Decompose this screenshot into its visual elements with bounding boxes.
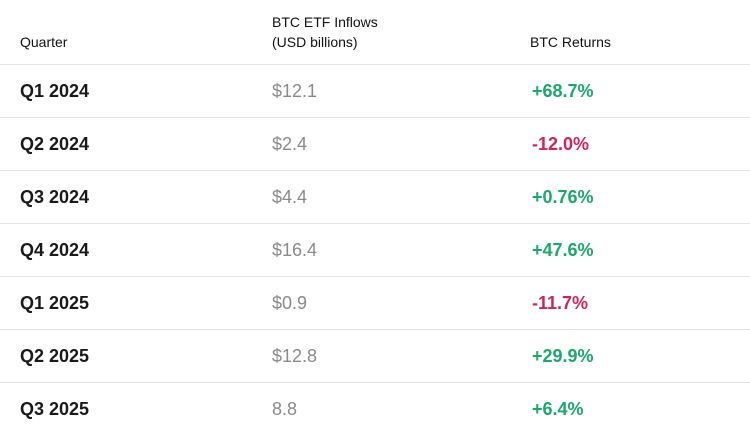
header-text: BTC ETF Inflows (USD billions) — [272, 14, 378, 50]
returns-cell: +68.7% — [530, 64, 750, 118]
quarter-cell: Q3 2024 — [0, 170, 272, 224]
inflows-cell: $0.9 — [272, 276, 530, 330]
table-header: Quarter BTC ETF Inflows (USD billions) B… — [0, 0, 750, 65]
returns-cell: -12.0% — [530, 117, 750, 171]
quarter-cell: Q2 2025 — [0, 329, 272, 383]
returns-cell: +29.9% — [530, 329, 750, 383]
quarter-cell: Q1 2025 — [0, 276, 272, 330]
table-row: Q3 2025 8.8 +6.4% — [0, 383, 750, 436]
returns-cell: +6.4% — [532, 398, 584, 419]
inflows-cell: $12.8 — [272, 329, 530, 383]
table-row: Q3 2024 $4.4 +0.76% — [0, 170, 750, 224]
header-row: Quarter BTC ETF Inflows (USD billions) B… — [0, 0, 750, 65]
table-row: Q2 2025 $12.8 +29.9% — [0, 329, 750, 383]
quarter-cell: Q2 2024 — [0, 117, 272, 171]
quarter-cell: Q4 2024 — [0, 223, 272, 277]
quarter-cell: Q3 2025 — [20, 398, 90, 419]
table-row: Q1 2025 $0.9 -11.7% — [0, 276, 750, 330]
quarter-cell: Q1 2024 — [0, 64, 272, 118]
table-body: Q1 2024 $12.1 +68.7% Q2 2024 $2.4 -12.0% Q3 20… — [0, 64, 750, 436]
inflows-cell: $12.1 — [272, 64, 530, 118]
header-cell: Quarter — [0, 0, 272, 65]
inflows-cell: $2.4 — [272, 117, 530, 171]
inflows-cell: $16.4 — [272, 223, 530, 277]
inflows-cell: 8.8 — [272, 398, 298, 419]
header-cell: BTC Returns — [530, 0, 750, 65]
table-row: Q1 2024 $12.1 +68.7% — [0, 64, 750, 118]
returns-cell: -11.7% — [530, 276, 750, 330]
returns-cell: +0.76% — [530, 170, 750, 224]
inflows-cell: $4.4 — [272, 170, 530, 224]
table-row: Q2 2024 $2.4 -12.0% — [0, 117, 750, 171]
table-row: Q4 2024 $16.4 +47.6% — [0, 223, 750, 277]
returns-cell: +47.6% — [530, 223, 750, 277]
header-cell: BTC ETF Inflows (USD billions) — [272, 0, 530, 65]
